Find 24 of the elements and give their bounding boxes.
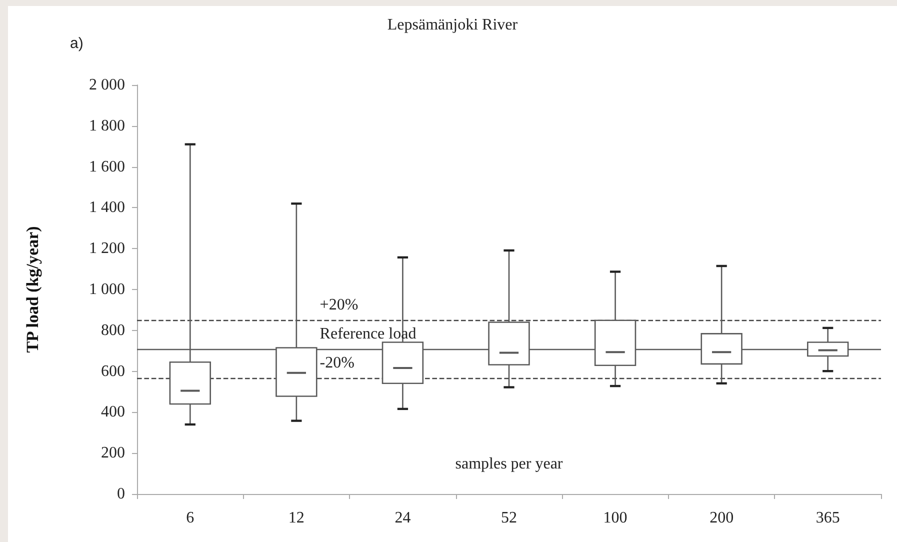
annotation: -20% — [320, 354, 354, 372]
x-tick-label: 12 — [288, 510, 304, 526]
x-tick-label: 100 — [603, 510, 628, 526]
y-tick-label: 800 — [101, 322, 125, 339]
annotation: +20% — [320, 296, 358, 314]
y-tick-label: 600 — [101, 362, 125, 380]
x-tick-label: 365 — [816, 510, 840, 526]
x-tick-label: 200 — [710, 510, 734, 526]
chart-title: Lepsämänjoki River — [387, 16, 518, 34]
y-axis-title: TP load (kg/year) — [23, 226, 42, 353]
y-tick-label: 1 000 — [89, 281, 125, 298]
y-tick-label: 200 — [101, 444, 125, 462]
y-tick-label: 1 800 — [89, 117, 125, 134]
y-tick-label: 1 400 — [89, 199, 125, 216]
y-tick-label: 0 — [117, 486, 125, 502]
x-tick-label: 24 — [394, 510, 411, 526]
text: a) — [70, 35, 84, 52]
y-tick-label: 2 000 — [89, 76, 125, 94]
x-axis-title: samples per year — [455, 456, 564, 472]
y-tick-label: 400 — [101, 404, 125, 421]
y-tick-label: 1 200 — [89, 240, 125, 258]
y-tick-label: 1 600 — [89, 158, 125, 176]
x-tick-label: 6 — [186, 510, 194, 526]
x-tick-label: 52 — [501, 510, 517, 526]
